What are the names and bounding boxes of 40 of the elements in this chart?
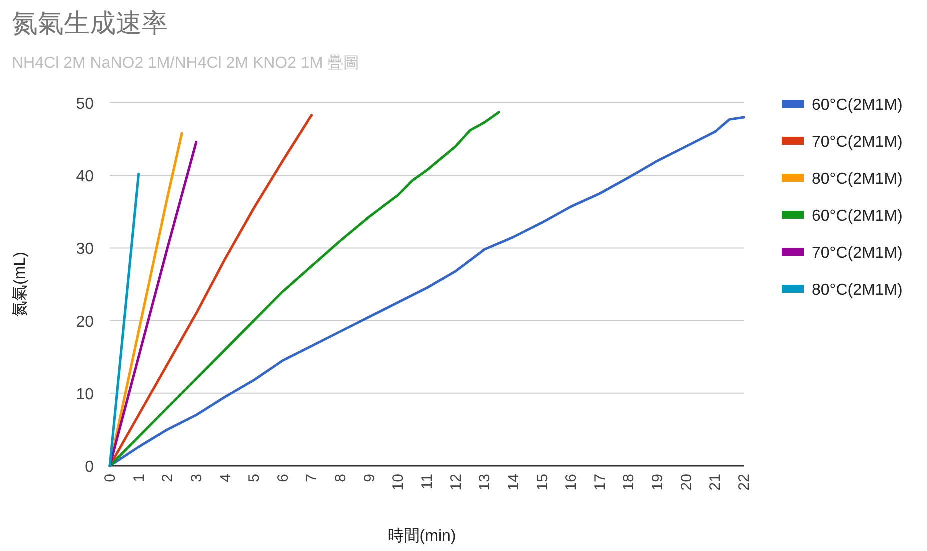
legend-label: 60°C(2M1M) [812,97,903,114]
x-tick-label: 12 [448,474,465,491]
x-tick-label: 9 [361,474,378,482]
x-tick-label: 3 [188,474,206,482]
x-tick-label: 21 [707,474,724,491]
x-tick-label: 0 [102,474,119,482]
chart-subtitle: NH4Cl 2M NaNO2 1M/NH4Cl 2M KNO2 1M 疊圖 [12,54,360,72]
x-tick-label: 17 [592,474,609,491]
x-tick-label: 18 [620,474,638,491]
chart-title: 氮氣生成速率 [12,8,168,38]
x-tick-label: 16 [563,474,580,491]
legend-label: 80°C(2M1M) [812,171,903,188]
x-tick-label: 10 [390,474,408,491]
line-series [108,116,746,468]
x-tick-label: 19 [650,474,667,491]
legend-label: 60°C(2M1M) [812,208,903,225]
x-tick-label: 2 [160,474,177,482]
y-tick-label: 30 [76,241,94,258]
legend-label: 70°C(2M1M) [812,134,903,151]
x-tick-label: 22 [736,474,753,491]
x-tick-label: 6 [274,474,292,482]
x-tick-label: 4 [217,474,234,482]
x-tick-label: 1 [130,474,148,482]
x-tick-label: 8 [332,474,350,482]
x-tick-label: 15 [534,474,552,491]
x-tick-label: 11 [419,474,436,490]
y-tick-label: 40 [76,168,94,186]
y-tick-label: 10 [76,386,94,404]
x-tick-label: 14 [505,474,522,491]
x-tick-label: 5 [246,474,264,482]
line-series [108,111,500,468]
x-tick-label: 7 [304,474,321,482]
y-axis-title: 氮氣(mL) [12,252,29,317]
x-axis-title: 時間(min) [388,527,456,545]
y-tick-label: 20 [76,314,94,331]
legend-label: 70°C(2M1M) [812,245,903,262]
y-tick-label: 50 [76,96,94,113]
legend-label: 80°C(2M1M) [812,282,903,299]
x-tick-label: 13 [476,474,494,491]
x-tick-label: 20 [678,474,696,491]
